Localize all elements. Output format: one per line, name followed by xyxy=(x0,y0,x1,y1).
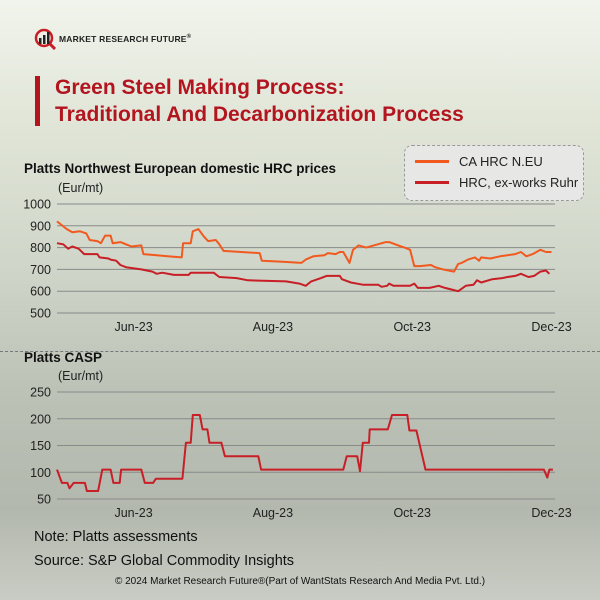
x-tick-label: Jun-23 xyxy=(114,320,152,334)
y-tick-label: 1000 xyxy=(23,198,51,212)
legend-label: CA HRC N.EU xyxy=(459,154,543,169)
x-tick-label: Jun-23 xyxy=(114,506,152,520)
y-tick-label: 500 xyxy=(30,307,51,321)
y-tick-label: 600 xyxy=(30,285,51,299)
series-line-ca-hrc-n-eu xyxy=(56,220,552,273)
chart1-title: Platts Northwest European domestic HRC p… xyxy=(24,161,337,176)
chart1-unit: (Eur/mt) xyxy=(58,181,104,195)
legend-label: HRC, ex-works Ruhr xyxy=(459,175,579,190)
y-tick-label: 900 xyxy=(30,219,51,233)
y-tick-label: 50 xyxy=(37,493,51,507)
x-tick-label: Oct-23 xyxy=(393,506,431,520)
y-tick-label: 250 xyxy=(30,386,51,400)
chart2-title: Platts CASP xyxy=(24,350,103,365)
x-tick-label: Aug-23 xyxy=(253,506,293,520)
series-line-platts-casp xyxy=(56,414,553,492)
y-tick-label: 200 xyxy=(30,412,51,426)
footer-source: Source: S&P Global Commodity Insights xyxy=(34,553,295,569)
legend-swatch xyxy=(415,181,449,184)
legend-item-hrc-ruhr: HRC, ex-works Ruhr xyxy=(415,175,578,190)
legend-swatch xyxy=(415,160,449,163)
copyright: © 2024 Market Research Future®(Part of W… xyxy=(114,576,486,587)
footer-note: Note: Platts assessments xyxy=(34,529,198,545)
magnifier-chart-icon xyxy=(34,28,56,50)
y-tick-label: 150 xyxy=(30,439,51,453)
x-tick-label: Dec-23 xyxy=(531,320,571,334)
title-accent-bar xyxy=(35,76,40,126)
x-tick-label: Aug-23 xyxy=(253,320,293,334)
series-line-hrc-ex-works-ruhr xyxy=(56,242,551,293)
x-tick-label: Dec-23 xyxy=(531,506,571,520)
legend-item-ca-hrc: CA HRC N.EU xyxy=(415,154,543,169)
chart2-unit: (Eur/mt) xyxy=(58,369,104,383)
x-tick-label: Oct-23 xyxy=(393,320,431,334)
page-title-line2: Traditional And Decarbonization Process xyxy=(55,103,464,126)
y-tick-label: 800 xyxy=(30,241,51,255)
logo-text: MARKET RESEARCH FUTURE® xyxy=(59,34,192,44)
y-tick-label: 700 xyxy=(30,263,51,277)
page-title-line1: Green Steel Making Process: xyxy=(55,76,345,99)
brand-logo: MARKET RESEARCH FUTURE® xyxy=(34,28,191,50)
section-divider xyxy=(0,351,600,352)
chart1-legend: CA HRC N.EU HRC, ex-works Ruhr xyxy=(404,145,584,201)
y-tick-label: 100 xyxy=(30,466,51,480)
